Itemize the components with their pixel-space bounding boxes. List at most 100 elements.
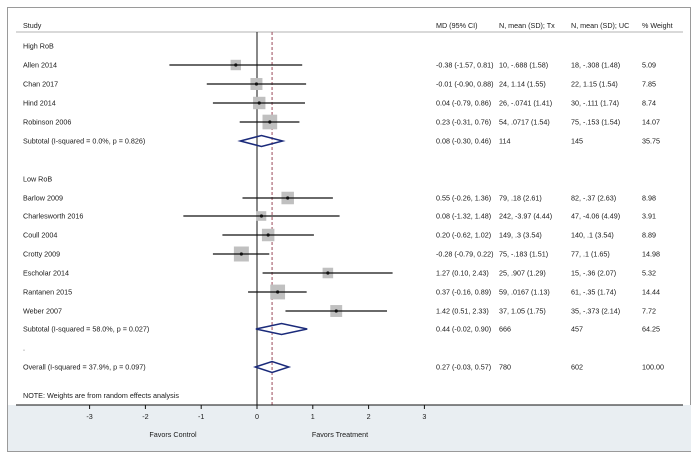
point-estimate bbox=[276, 290, 280, 294]
row-md: -0.38 (-1.57, 0.81) bbox=[436, 61, 494, 70]
point-estimate bbox=[234, 63, 238, 67]
row-label: Rantanen 2015 bbox=[23, 288, 72, 297]
point-estimate bbox=[268, 120, 272, 124]
row-label: Chan 2017 bbox=[23, 80, 58, 89]
row-weight: 8.74 bbox=[642, 99, 656, 108]
row-uc: 18, -.308 (1.48) bbox=[571, 61, 620, 70]
row-tx: 25, .907 (1.29) bbox=[499, 269, 546, 278]
row-md: 1.27 (0.10, 2.43) bbox=[436, 269, 489, 278]
x-tick-label: -2 bbox=[142, 412, 148, 421]
row-label: Robinson 2006 bbox=[23, 118, 71, 127]
row-uc: 61, -.35 (1.74) bbox=[571, 288, 616, 297]
x-tick-label: 3 bbox=[422, 412, 426, 421]
row-label: Hind 2014 bbox=[23, 99, 56, 108]
row-label: Barlow 2009 bbox=[23, 194, 63, 203]
header-weight: % Weight bbox=[642, 21, 673, 30]
x-tick-label: 1 bbox=[311, 412, 315, 421]
row-weight: 5.32 bbox=[642, 269, 656, 278]
row-tx: 37, 1.05 (1.75) bbox=[499, 307, 546, 316]
row-md: 0.27 (-0.03, 0.57) bbox=[436, 363, 491, 372]
row-uc: 602 bbox=[571, 363, 583, 372]
row-tx: 666 bbox=[499, 325, 511, 334]
row-tx: 242, -3.97 (4.44) bbox=[499, 212, 552, 221]
point-estimate bbox=[326, 271, 330, 275]
row-tx: 54, .0717 (1.54) bbox=[499, 118, 550, 127]
row-uc: 30, -.111 (1.74) bbox=[571, 99, 619, 108]
point-estimate bbox=[257, 101, 261, 105]
row-weight: 64.25 bbox=[642, 325, 660, 334]
row-weight: 100.00 bbox=[642, 363, 664, 372]
row-uc: 47, -4.06 (4.49) bbox=[571, 212, 620, 221]
header-uc: N, mean (SD); UC bbox=[571, 21, 629, 30]
row-md: 0.44 (-0.02, 0.90) bbox=[436, 325, 491, 334]
row-weight: 7.72 bbox=[642, 307, 656, 316]
xlabel-right: Favors Treatment bbox=[312, 430, 368, 439]
row-uc: 457 bbox=[571, 325, 583, 334]
xlabel-left: Favors Control bbox=[149, 430, 197, 439]
point-estimate bbox=[286, 196, 290, 200]
row-label: Weber 2007 bbox=[23, 307, 62, 316]
x-tick-label: 2 bbox=[367, 412, 371, 421]
row-uc: 35, -.373 (2.14) bbox=[571, 307, 620, 316]
row-tx: 59, .0167 (1.13) bbox=[499, 288, 550, 297]
point-estimate bbox=[266, 233, 270, 237]
row-weight: 8.89 bbox=[642, 231, 656, 240]
row-uc: 82, -.37 (2.63) bbox=[571, 194, 616, 203]
x-tick-label: 0 bbox=[255, 412, 259, 421]
point-estimate bbox=[334, 309, 338, 313]
point-estimate bbox=[239, 252, 243, 256]
row-uc: 15, -.36 (2.07) bbox=[571, 269, 616, 278]
row-tx: 780 bbox=[499, 363, 511, 372]
row-md: 0.37 (-0.16, 0.89) bbox=[436, 288, 491, 297]
row-weight: 14.98 bbox=[642, 250, 660, 259]
row-tx: 79, .18 (2.61) bbox=[499, 194, 542, 203]
row-tx: 26, -.0741 (1.41) bbox=[499, 99, 552, 108]
row-weight: 5.09 bbox=[642, 61, 656, 70]
row-weight: 8.98 bbox=[642, 194, 656, 203]
x-tick-label: -3 bbox=[86, 412, 92, 421]
row-md: 0.20 (-0.62, 1.02) bbox=[436, 231, 491, 240]
row-md: -0.28 (-0.79, 0.22) bbox=[436, 250, 494, 259]
subtotal-diamond bbox=[255, 322, 308, 336]
row-md: 1.42 (0.51, 2.33) bbox=[436, 307, 489, 316]
note-text: NOTE: Weights are from random effects an… bbox=[23, 391, 179, 400]
header-md: MD (95% CI) bbox=[436, 21, 478, 30]
row-tx: 75, -.183 (1.51) bbox=[499, 250, 548, 259]
row-tx: 114 bbox=[499, 137, 510, 146]
row-label: High RoB bbox=[23, 42, 54, 51]
row-uc: 22, 1.15 (1.54) bbox=[571, 80, 618, 89]
row-tx: 10, -.688 (1.58) bbox=[499, 61, 548, 70]
row-weight: 3.91 bbox=[642, 212, 656, 221]
row-md: 0.08 (-0.30, 0.46) bbox=[436, 137, 491, 146]
row-md: 0.23 (-0.31, 0.76) bbox=[436, 118, 491, 127]
row-md: 0.04 (-0.79, 0.86) bbox=[436, 99, 491, 108]
axis-band bbox=[8, 405, 691, 451]
row-label: Subtotal (I-squared = 58.0%, p = 0.027) bbox=[23, 325, 149, 334]
row-weight: 14.44 bbox=[642, 288, 660, 297]
overall-diamond bbox=[252, 360, 292, 374]
row-uc: 145 bbox=[571, 137, 583, 146]
row-md: -0.01 (-0.90, 0.88) bbox=[436, 80, 494, 89]
row-weight: 14.07 bbox=[642, 118, 660, 127]
row-uc: 77, .1 (1.65) bbox=[571, 250, 610, 259]
header-study: Study bbox=[23, 21, 42, 30]
row-label: Subtotal (I-squared = 0.0%, p = 0.826) bbox=[23, 137, 145, 146]
row-label: Coull 2004 bbox=[23, 231, 57, 240]
row-md: 0.08 (-1.32, 1.48) bbox=[436, 212, 491, 221]
row-tx: 24, 1.14 (1.55) bbox=[499, 80, 546, 89]
header-tx: N, mean (SD); Tx bbox=[499, 21, 555, 30]
row-label: Overall (I-squared = 37.9%, p = 0.097) bbox=[23, 363, 146, 372]
row-tx: 149, .3 (3.54) bbox=[499, 231, 542, 240]
row-label: Low RoB bbox=[23, 175, 52, 184]
row-label: Allen 2014 bbox=[23, 61, 57, 70]
row-uc: 75, -.153 (1.54) bbox=[571, 118, 620, 127]
row-weight: 35.75 bbox=[642, 137, 660, 146]
point-estimate bbox=[259, 214, 264, 218]
x-tick-label: -1 bbox=[198, 412, 204, 421]
row-md: 0.55 (-0.26, 1.36) bbox=[436, 194, 491, 203]
chart-frame bbox=[7, 7, 691, 452]
row-label: Crotty 2009 bbox=[23, 250, 60, 259]
row-uc: 140, .1 (3.54) bbox=[571, 231, 614, 240]
row-label: Escholar 2014 bbox=[23, 269, 69, 278]
